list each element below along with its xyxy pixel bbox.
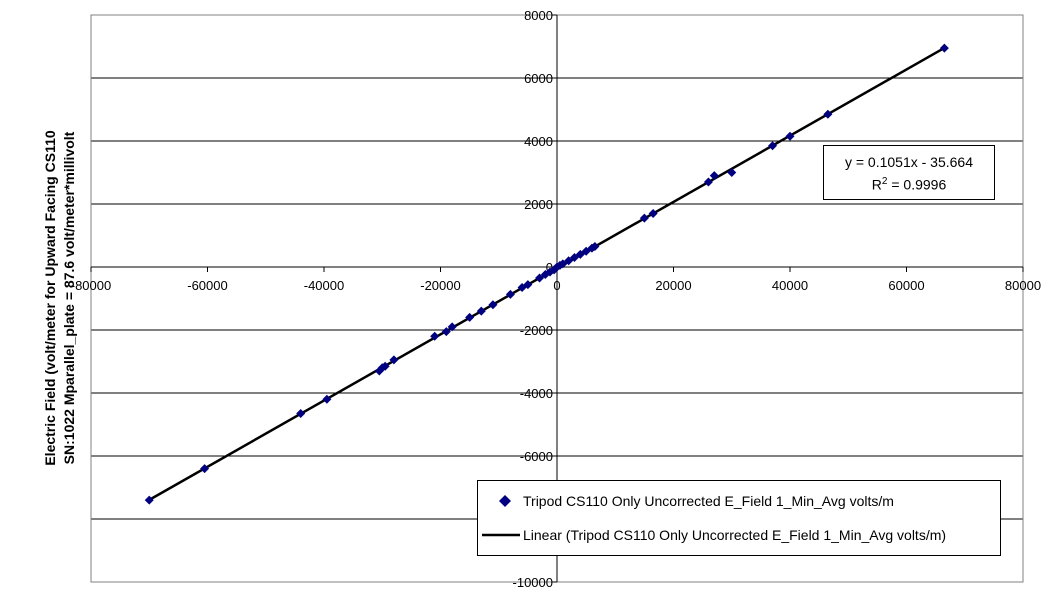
legend: Tripod CS110 Only Uncorrected E_Field 1_… — [477, 480, 1001, 556]
data-point — [648, 208, 658, 218]
data-point — [380, 361, 390, 371]
data-point — [505, 289, 515, 299]
data-point — [703, 177, 713, 187]
data-point — [523, 280, 533, 290]
diamond-marker-icon — [499, 495, 511, 507]
data-point — [447, 322, 457, 332]
data-point — [430, 331, 440, 341]
data-point — [639, 213, 649, 223]
y-tick-label: 2000 — [524, 197, 553, 212]
x-tick-label: 60000 — [888, 278, 924, 293]
y-tick-label: 8000 — [524, 8, 553, 23]
data-series — [144, 43, 949, 505]
y-tick-label: -4000 — [520, 386, 553, 401]
data-point — [144, 495, 154, 505]
y-tick-label: 6000 — [524, 71, 553, 86]
y-tick-label: -2000 — [520, 323, 553, 338]
data-point — [488, 300, 498, 310]
data-point — [441, 327, 451, 337]
x-tick-labels: -80000 -60000 -40000 -20000 0 20000 40000 60000… — [71, 278, 1041, 293]
x-tick-label: -80000 — [71, 278, 111, 293]
data-point — [823, 109, 833, 119]
data-point — [296, 408, 306, 418]
data-point — [200, 464, 210, 474]
trendline-r-squared: R2 = 0.9996 — [824, 172, 994, 195]
legend-label-linear: Linear (Tripod CS110 Only Uncorrected E_… — [523, 527, 947, 543]
data-point — [590, 242, 600, 252]
y-tick-label: 0 — [546, 260, 553, 275]
data-point — [322, 394, 332, 404]
data-point — [476, 306, 486, 316]
r-squared-superscript: 2 — [881, 176, 888, 187]
data-point — [535, 273, 545, 283]
x-tick-label: 80000 — [1005, 278, 1041, 293]
x-tick-label: 0 — [553, 278, 560, 293]
r-squared-value: = 0.9996 — [887, 176, 947, 193]
data-point — [389, 355, 399, 365]
x-tick-label: -20000 — [420, 278, 460, 293]
data-point — [465, 312, 475, 322]
data-point — [727, 168, 737, 177]
data-point — [939, 43, 949, 53]
y-tick-label: 4000 — [524, 134, 553, 149]
y-tick-label: -10000 — [513, 575, 553, 589]
trendline-equation-box: y = 0.1051x - 35.664 R2 = 0.9996 — [823, 145, 995, 200]
data-point — [709, 171, 719, 181]
x-tick-label: -40000 — [304, 278, 344, 293]
line-marker-icon — [482, 533, 520, 537]
x-tick-label: -60000 — [187, 278, 227, 293]
y-axis-label-line-2: SN:1022 Mparallel_plate = 87.6 volt/mete… — [61, 131, 77, 464]
trendline-equation: y = 0.1051x - 35.664 — [844, 154, 974, 170]
data-point — [785, 131, 795, 141]
y-tick-label: -6000 — [520, 449, 553, 464]
x-tick-label: 20000 — [655, 278, 691, 293]
r-squared-prefix: R — [871, 176, 882, 193]
legend-label-scatter: Tripod CS110 Only Uncorrected E_Field 1_… — [523, 493, 894, 509]
x-tick-label: 40000 — [772, 278, 808, 293]
y-axis-label-line-1: Electric Field (volt/meter for Upward Fa… — [42, 130, 58, 466]
data-point — [768, 141, 778, 151]
